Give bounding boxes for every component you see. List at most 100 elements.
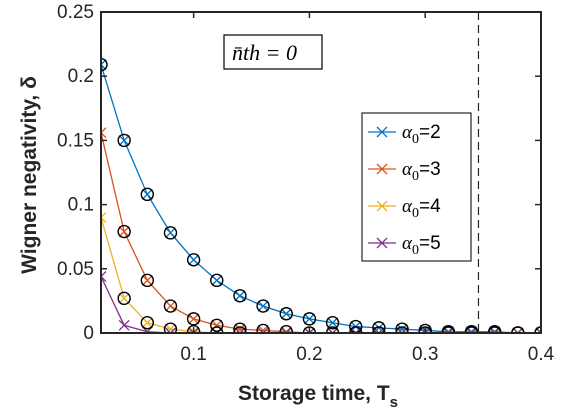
circle-marker [279, 325, 293, 333]
circle-marker [511, 326, 525, 333]
plot-area [101, 12, 541, 333]
circle-marker [395, 326, 409, 333]
legend-label: α0=4 [402, 196, 441, 221]
legend-box [361, 112, 472, 262]
x-marker [101, 211, 107, 223]
x-marker [165, 327, 176, 333]
circle-marker [163, 299, 178, 313]
y-tick-label: 0.15 [57, 130, 94, 151]
x-marker [188, 327, 200, 333]
x-marker [327, 327, 339, 333]
annotation: n̄th = 0 [223, 34, 323, 70]
circle-marker [325, 326, 340, 333]
annotation-box [223, 34, 323, 70]
circle-marker [233, 322, 247, 333]
y-tick-label: 0.25 [57, 2, 94, 23]
legend-label-main: α [402, 122, 413, 143]
x-marker [303, 327, 315, 333]
legend-swatch-marker [376, 237, 388, 249]
circle-marker [163, 322, 178, 333]
circle-marker [233, 326, 247, 333]
x-marker [165, 227, 176, 239]
legend-label-rest: =4 [419, 196, 441, 217]
circle-marker [186, 325, 201, 333]
x-marker [280, 308, 292, 320]
x-marker [373, 327, 385, 333]
legend-label-sub: 0 [412, 169, 419, 184]
legend-label-main: α [402, 159, 413, 180]
x-marker [141, 188, 153, 200]
legend-label-rest: =2 [419, 122, 441, 143]
x-marker [211, 274, 223, 286]
legend-swatch-marker [376, 163, 388, 175]
x-axis-label-subscript: s [390, 394, 398, 411]
annotation-text: n̄th = 0 [232, 40, 297, 65]
x-marker [327, 317, 339, 329]
circle-marker [256, 299, 270, 313]
legend-label: α0=5 [402, 233, 441, 258]
axes-box [100, 11, 542, 334]
x-tick-label: 0.4 [528, 344, 555, 365]
x-marker [188, 313, 200, 325]
x-marker [373, 322, 385, 333]
y-tick-label: 0 [83, 323, 94, 344]
legend: α0=2α0=3α0=4α0=5 [361, 112, 472, 262]
x-tick-label: 0.2 [296, 344, 322, 365]
circle-marker [441, 326, 456, 333]
circle-marker [372, 326, 386, 333]
x-tick-label: 0.1 [180, 344, 206, 365]
legend-label-sub: 0 [412, 206, 419, 221]
circle-marker [117, 224, 131, 239]
circle-marker [101, 57, 108, 72]
x-marker [257, 324, 269, 333]
legend-swatch-marker [376, 126, 388, 138]
circle-marker [140, 316, 155, 330]
x-marker [165, 300, 176, 312]
series-line [101, 132, 541, 333]
circle-marker [372, 321, 386, 333]
x-marker [489, 327, 501, 333]
y-tick-label: 0.1 [68, 195, 94, 216]
legend-swatch-marker [376, 200, 388, 212]
y-tick-label: 0.2 [68, 66, 94, 87]
circle-marker [395, 322, 409, 333]
x-marker [101, 271, 107, 282]
legend-label-rest: =5 [419, 233, 441, 254]
circle-marker [140, 187, 155, 202]
legend-label-sub: 0 [412, 243, 419, 258]
legend-label-main: α [402, 233, 413, 254]
x-marker [512, 327, 524, 333]
circle-marker [302, 312, 317, 326]
x-marker [101, 127, 107, 139]
x-marker [141, 274, 153, 286]
circle-marker [210, 318, 224, 332]
x-marker [419, 327, 431, 333]
circle-marker [117, 133, 131, 148]
x-marker [188, 254, 200, 266]
circle-marker [210, 273, 224, 288]
x-marker [118, 292, 130, 304]
axes: 0 0.05 0.1 0.15 0.2 0.25 0.1 0.2 0.3 0.4 [57, 2, 555, 365]
circle-marker [279, 307, 293, 321]
circle-marker [464, 326, 479, 333]
circle-marker [325, 316, 340, 330]
circle-marker [163, 226, 178, 240]
y-axis-label: Wigner negativity, δ [18, 76, 41, 274]
x-tick-label: 0.3 [412, 344, 438, 365]
x-marker [466, 327, 477, 333]
legend-label: α0=3 [402, 159, 441, 184]
y-tick-label: 0.05 [57, 259, 94, 280]
x-marker [118, 319, 130, 331]
legend-label: α0=2 [402, 122, 441, 147]
circle-marker [233, 289, 247, 303]
circle-marker [210, 326, 224, 333]
legend-label-sub: 0 [412, 132, 419, 147]
x-marker [303, 313, 315, 325]
legend-label-main: α [402, 196, 413, 217]
circle-marker [487, 326, 502, 333]
circle-marker [140, 273, 155, 288]
circle-marker [186, 312, 201, 326]
x-marker [101, 59, 107, 71]
x-marker [257, 327, 269, 333]
